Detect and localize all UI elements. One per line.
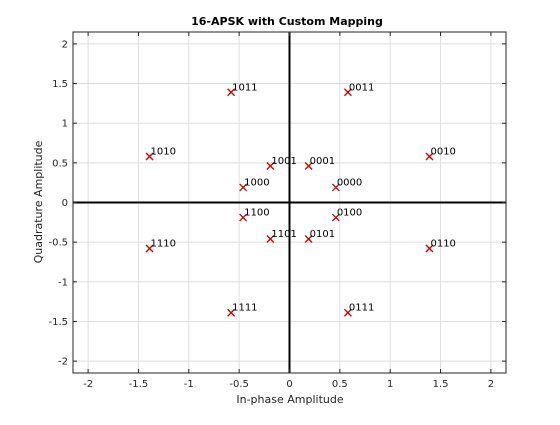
y-tick-label: -0.5 <box>48 238 68 249</box>
marker-stroke <box>343 308 352 317</box>
marker-stroke <box>304 162 313 170</box>
point-label: 1110 <box>151 238 176 249</box>
x-tick-label: 1 <box>387 379 393 390</box>
x-axis-label: In-phase Amplitude <box>236 393 343 406</box>
point-label: 0111 <box>349 303 374 314</box>
point-label: 1111 <box>232 303 257 314</box>
point-label: 1101 <box>271 229 296 240</box>
data-point-marker <box>227 308 236 317</box>
data-point-marker <box>239 213 248 222</box>
y-axis-label: Quadrature Amplitude <box>32 140 45 263</box>
x-tick-label: -1.5 <box>129 379 149 390</box>
point-label: 1100 <box>244 208 269 219</box>
data-point-marker <box>304 235 313 243</box>
point-label: 1010 <box>151 147 176 158</box>
marker-stroke <box>145 152 154 161</box>
data-point-marker <box>145 152 154 161</box>
x-tick-label: 0.5 <box>332 379 348 390</box>
marker-stroke <box>239 183 248 192</box>
tick-labels: -2 -1.5 -1 -0.5 0 0.5 1 1.5 2 -2 -1.5 -1 -0.5 0 0.5 1 1.… <box>48 39 494 390</box>
marker-stroke <box>343 88 352 97</box>
point-label: 0100 <box>337 208 362 219</box>
data-point-marker <box>227 88 236 97</box>
point-label: 0001 <box>310 156 335 167</box>
marker-stroke <box>145 244 154 253</box>
marker-stroke <box>227 88 236 97</box>
point-label: 0000 <box>337 177 362 188</box>
point-label: 1001 <box>271 156 296 167</box>
data-point-marker <box>343 88 352 97</box>
marker-stroke <box>304 235 313 243</box>
data-points <box>145 88 434 317</box>
data-point-marker <box>331 213 340 222</box>
x-tick-label: -1 <box>184 379 194 390</box>
x-tick-label: 2 <box>488 379 494 390</box>
point-label: 0011 <box>349 82 374 93</box>
marker-stroke <box>266 162 275 170</box>
point-label: 0101 <box>310 229 335 240</box>
x-tick-label: 0 <box>286 379 292 390</box>
y-tick-label: 1 <box>62 119 68 130</box>
ticks <box>73 32 506 373</box>
y-tick-label: 0.5 <box>52 158 68 169</box>
y-tick-label: -2 <box>58 357 68 368</box>
marker-stroke <box>331 213 340 222</box>
marker-stroke <box>227 308 236 317</box>
data-point-marker <box>145 244 154 253</box>
marker-stroke <box>266 235 275 243</box>
point-label: 1000 <box>244 177 269 188</box>
y-tick-label: 0 <box>62 198 68 209</box>
data-point-marker <box>266 235 275 243</box>
y-tick-label: 1.5 <box>52 79 68 90</box>
marker-stroke <box>425 152 434 161</box>
point-label: 0110 <box>430 238 455 249</box>
point-label: 1011 <box>232 82 257 93</box>
marker-stroke <box>239 213 248 222</box>
marker-stroke <box>331 183 340 192</box>
data-point-marker <box>425 152 434 161</box>
point-label: 0010 <box>430 147 455 158</box>
marker-stroke <box>425 244 434 253</box>
data-point-marker <box>425 244 434 253</box>
chart-title: 16-APSK with Custom Mapping <box>191 15 383 28</box>
y-tick-label: -1.5 <box>48 317 68 328</box>
x-tick-label: -2 <box>83 379 93 390</box>
y-tick-label: -1 <box>58 277 68 288</box>
zero-axes <box>73 32 506 373</box>
data-point-marker <box>304 162 313 170</box>
y-tick-label: 2 <box>62 39 68 50</box>
data-point-marker <box>239 183 248 192</box>
data-point-marker <box>331 183 340 192</box>
data-point-marker <box>266 162 275 170</box>
x-tick-label: 1.5 <box>433 379 449 390</box>
data-point-marker <box>343 308 352 317</box>
x-tick-label: -0.5 <box>229 379 249 390</box>
